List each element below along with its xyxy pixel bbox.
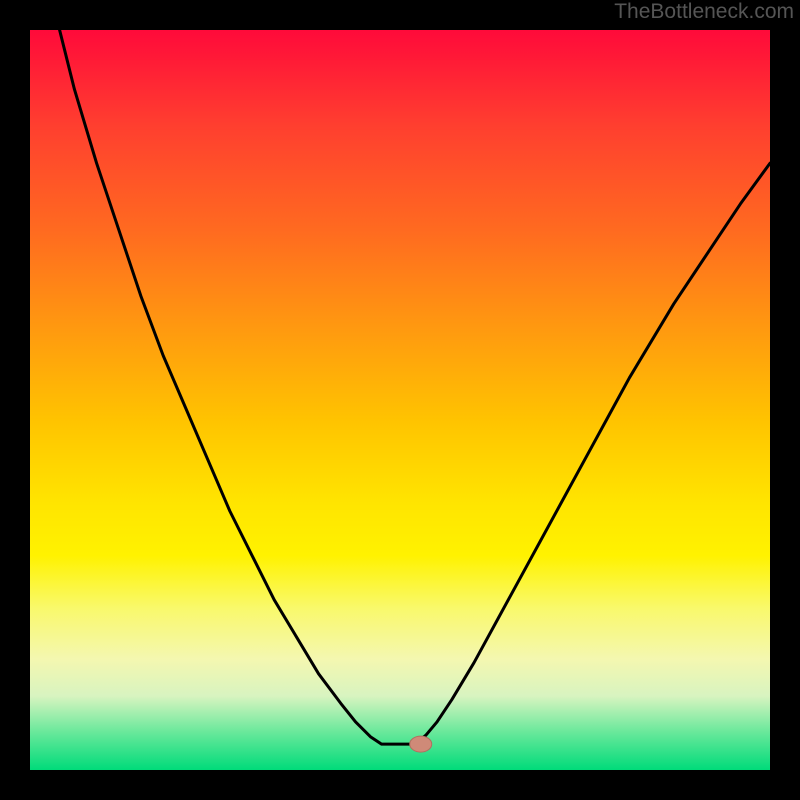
chart-container: TheBottleneck.com xyxy=(0,0,800,800)
optimum-marker xyxy=(410,736,432,752)
watermark-text: TheBottleneck.com xyxy=(614,0,794,24)
bottleneck-chart xyxy=(0,0,800,800)
plot-background xyxy=(30,30,770,770)
